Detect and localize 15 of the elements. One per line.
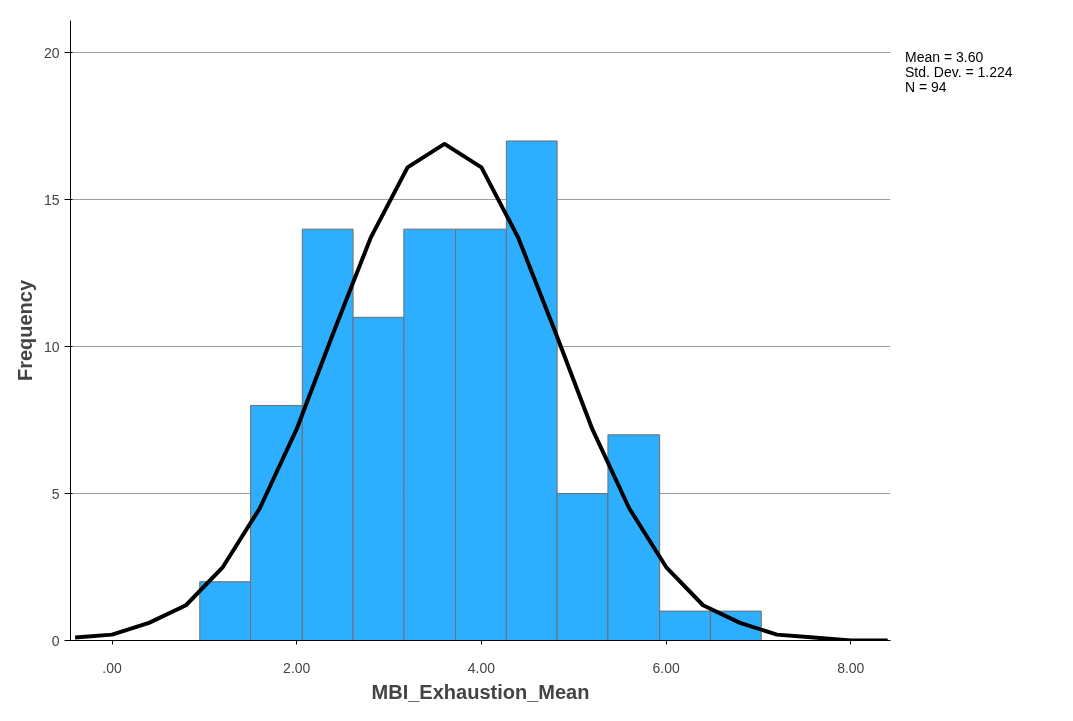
text: Mean = 3.60 <box>905 49 984 65</box>
y-tick-label: 20 <box>43 44 60 61</box>
x-tick-label: 2.00 <box>283 659 311 676</box>
text: Std. Dev. = 1.224 <box>905 64 1013 80</box>
y-tick-label: 15 <box>43 191 60 208</box>
y-axis-title: Frequency <box>13 279 36 382</box>
y-tick-label: 5 <box>51 485 60 502</box>
y-tick-label: 0 <box>51 632 60 649</box>
text: N = 94 <box>905 79 947 95</box>
x-tick-label: 6.00 <box>652 659 680 676</box>
x-tick-label: .00 <box>102 659 122 676</box>
y-tick-label: 10 <box>43 338 60 355</box>
x-tick-label: 4.00 <box>467 659 496 676</box>
x-axis-title: MBI_Exhaustion_Mean <box>371 680 590 703</box>
x-tick-label: 8.00 <box>837 659 865 676</box>
